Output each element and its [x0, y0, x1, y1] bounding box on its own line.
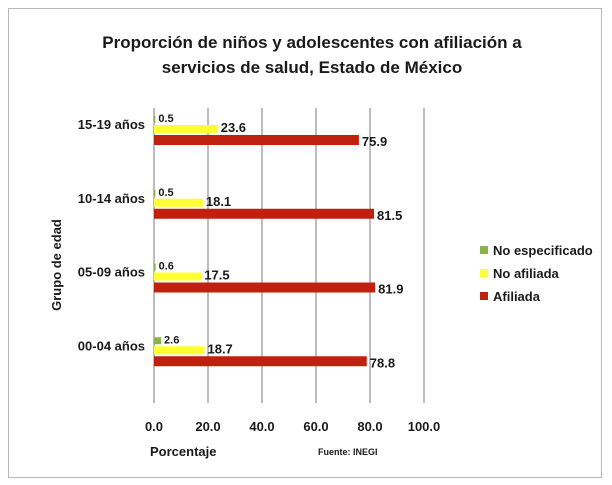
bar — [154, 272, 202, 281]
legend-label: No especificado — [493, 243, 593, 258]
category-label: 10-14 años — [78, 191, 145, 206]
x-tick-label: 20.0 — [195, 419, 220, 434]
x-tick-label: 60.0 — [303, 419, 328, 434]
data-label: 0.5 — [158, 187, 173, 199]
data-label: 18.1 — [206, 194, 231, 209]
category-label: 00-04 años — [78, 338, 145, 353]
data-label: 23.6 — [221, 120, 246, 135]
data-label: 2.6 — [164, 334, 179, 346]
category-label: 05-09 años — [78, 265, 145, 280]
x-tick-labels: 0.0 20.0 40.0 60.0 80.0 100.0 — [145, 419, 440, 434]
legend-label: Afiliada — [493, 289, 541, 304]
bar — [154, 135, 359, 145]
bar — [154, 198, 203, 207]
data-label: 75.9 — [362, 134, 387, 149]
category-labels: 15-19 años 10-14 años 05-09 años 00-04 años — [78, 117, 145, 353]
bar — [154, 263, 156, 271]
chart-title-line-1: Proporción de niños y adolescentes con a… — [102, 33, 522, 52]
x-axis-title: Porcentaje — [150, 444, 216, 459]
data-label: 18.7 — [207, 341, 232, 356]
bar — [154, 125, 218, 133]
legend-swatch — [480, 269, 488, 277]
data-label: 81.9 — [378, 282, 403, 297]
source-note: Fuente: INEGI — [318, 447, 378, 457]
bar — [154, 208, 375, 219]
x-tick-label: 100.0 — [408, 419, 441, 434]
category-label: 15-19 años — [78, 117, 145, 132]
x-tick-label: 0.0 — [145, 419, 163, 434]
data-label: 0.6 — [159, 261, 174, 273]
legend: No especificado No afiliada Afiliada — [480, 243, 593, 304]
y-axis-title: Grupo de edad — [49, 219, 64, 311]
x-tick-label: 40.0 — [249, 419, 274, 434]
legend-swatch — [480, 292, 488, 300]
legend-label: No afiliada — [493, 266, 560, 281]
legend-swatch — [480, 246, 488, 254]
data-label: 78.8 — [370, 355, 395, 370]
x-tick-label: 80.0 — [357, 419, 382, 434]
data-label: 17.5 — [204, 268, 229, 283]
bar — [154, 346, 205, 355]
bars — [154, 116, 376, 367]
bar — [154, 189, 156, 197]
bar — [154, 282, 376, 293]
bar — [154, 337, 162, 345]
data-labels: 0.5 23.6 75.9 0.5 18.1 81.5 0.6 17.5 81.9 2.6 18.7… — [158, 113, 403, 370]
chart-frame — [8, 8, 602, 478]
bar — [154, 116, 156, 123]
chart-title-line-2: servicios de salud, Estado de México — [162, 58, 462, 77]
bar — [154, 356, 367, 367]
data-label: 0.5 — [158, 113, 173, 125]
data-label: 81.5 — [377, 208, 402, 223]
